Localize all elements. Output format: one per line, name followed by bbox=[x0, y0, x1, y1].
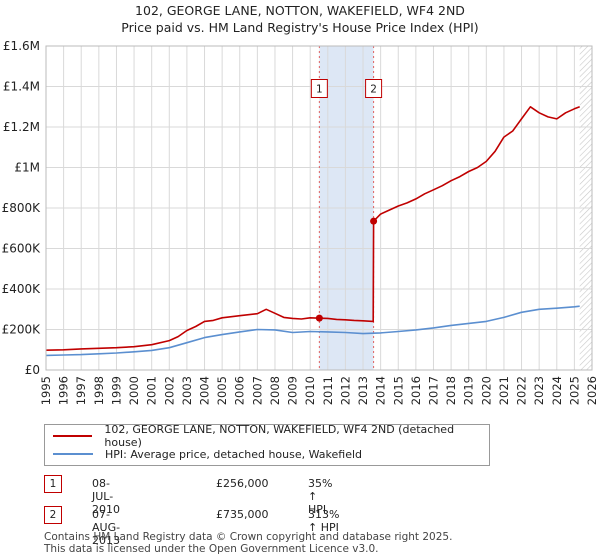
x-tick-label: 2025 bbox=[567, 376, 581, 405]
x-tick-label: 2000 bbox=[127, 376, 141, 405]
legend-item-hpi: HPI: Average price, detached house, Wake… bbox=[53, 446, 362, 462]
x-tick-label: 1996 bbox=[57, 376, 71, 405]
transaction-marker-badge: 2 bbox=[44, 506, 62, 524]
legend-swatch-property bbox=[53, 435, 93, 437]
x-tick-label: 2012 bbox=[338, 376, 352, 405]
legend: 102, GEORGE LANE, NOTTON, WAKEFIELD, WF4… bbox=[44, 423, 490, 466]
y-tick-label: £1.2M bbox=[3, 120, 40, 134]
legend-label-hpi: HPI: Average price, detached house, Wake… bbox=[105, 447, 363, 461]
x-tick-label: 2016 bbox=[409, 376, 423, 405]
sale-number-box bbox=[365, 79, 383, 98]
x-tick-label: 2026 bbox=[585, 376, 599, 405]
transaction-hpi-change: 35% ↑ HPI bbox=[308, 477, 333, 516]
x-tick-label: 1997 bbox=[74, 376, 88, 405]
transaction-price: £256,000 bbox=[216, 477, 269, 490]
x-tick-label: 2022 bbox=[515, 376, 529, 405]
legend-label-property: 102, GEORGE LANE, NOTTON, WAKEFIELD, WF4… bbox=[104, 423, 455, 449]
transaction-date: 08-JUL-2010 bbox=[92, 477, 120, 516]
y-tick-label: £400K bbox=[2, 282, 42, 296]
x-tick-label: 2011 bbox=[321, 376, 335, 405]
x-tick-label: 1998 bbox=[92, 376, 106, 405]
x-tick-label: 2001 bbox=[145, 376, 159, 405]
y-tick-label: £1M bbox=[14, 161, 40, 175]
chart-title: 102, GEORGE LANE, NOTTON, WAKEFIELD, WF4… bbox=[135, 3, 465, 18]
x-tick-label: 2002 bbox=[162, 376, 176, 405]
x-tick-label: 2006 bbox=[233, 376, 247, 405]
property-price-line bbox=[45, 106, 580, 351]
price-chart: £0 £200K £400K £600K £800K £1M £1.2M £1.4M £1.6M… bbox=[2, 39, 599, 405]
x-tick-label: 1995 bbox=[39, 376, 53, 405]
x-tick-label: 2007 bbox=[250, 376, 264, 405]
footer-licence: This data is licensed under the Open Gov… bbox=[44, 543, 379, 555]
x-tick-label: 2004 bbox=[198, 376, 212, 405]
x-tick-label: 2024 bbox=[550, 376, 564, 405]
y-tick-label: £200K bbox=[2, 323, 42, 337]
x-tick-label: 1999 bbox=[109, 376, 123, 405]
x-tick-label: 2010 bbox=[303, 376, 317, 405]
x-tick-label: 2003 bbox=[180, 376, 194, 405]
transaction-hpi-change: 313% ↑ HPI bbox=[308, 508, 340, 534]
y-tick-label: £800K bbox=[2, 201, 42, 215]
x-tick-label: 2008 bbox=[268, 376, 282, 405]
y-tick-label: £0 bbox=[25, 363, 40, 377]
sale-point bbox=[370, 217, 378, 225]
x-tick-label: 2019 bbox=[462, 376, 476, 405]
legend-item-property: 102, GEORGE LANE, NOTTON, WAKEFIELD, WF4… bbox=[53, 423, 489, 449]
chart-subtitle: Price paid vs. HM Land Registry's House … bbox=[121, 20, 479, 35]
x-tick-label: 2017 bbox=[426, 376, 440, 405]
x-tick-label: 2005 bbox=[215, 376, 229, 405]
sale-number-box bbox=[310, 79, 328, 98]
y-tick-label: £600K bbox=[2, 242, 42, 256]
x-tick-label: 2009 bbox=[286, 376, 300, 405]
sale-point bbox=[315, 314, 323, 322]
x-tick-label: 2018 bbox=[444, 376, 458, 405]
y-tick-label: £1.4M bbox=[3, 80, 40, 94]
hpi-line bbox=[45, 305, 580, 357]
y-tick-label: £1.6M bbox=[3, 39, 40, 53]
x-tick-label: 2014 bbox=[374, 376, 388, 405]
plot-frame bbox=[45, 45, 593, 371]
transaction-price: £735,000 bbox=[216, 508, 269, 521]
sale-number-label: 1 bbox=[316, 84, 323, 96]
x-tick-label: 2021 bbox=[497, 376, 511, 405]
x-tick-label: 2020 bbox=[479, 376, 493, 405]
sale-number-label: 2 bbox=[370, 84, 377, 96]
x-tick-label: 2013 bbox=[356, 376, 370, 405]
x-tick-label: 2015 bbox=[391, 376, 405, 405]
transaction-date: 07-AUG-2013 bbox=[92, 508, 121, 547]
legend-swatch-hpi bbox=[53, 453, 93, 455]
transaction-marker-badge: 1 bbox=[44, 475, 62, 493]
x-tick-label: 2023 bbox=[532, 376, 546, 405]
footer-copyright: Contains HM Land Registry data © Crown c… bbox=[44, 531, 453, 543]
